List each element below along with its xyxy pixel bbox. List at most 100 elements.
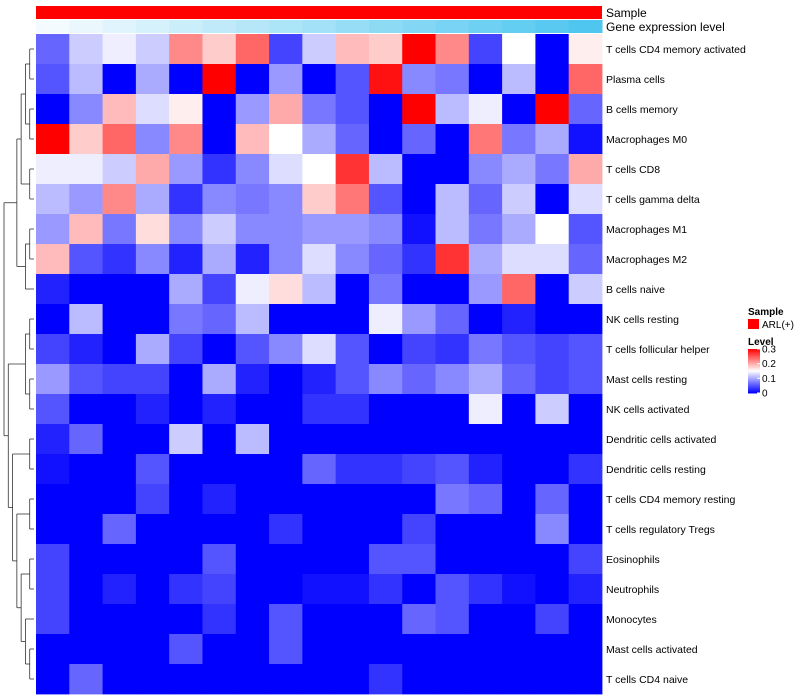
heatmap-cell	[135, 274, 170, 305]
sample-legend-label: ARL(+)	[762, 320, 794, 331]
heatmap-cell	[202, 634, 237, 665]
heatmap-cell	[335, 604, 370, 635]
sample-track-bar	[36, 6, 602, 19]
heatmap-cell	[335, 214, 370, 245]
heatmap-cell	[102, 154, 137, 185]
heatmap-cell	[502, 184, 536, 215]
heatmap-cell	[402, 364, 436, 395]
heatmap-cell	[435, 454, 470, 485]
heatmap-cell	[435, 484, 470, 515]
heatmap-cell	[36, 664, 70, 695]
heatmap-cell	[502, 424, 536, 455]
heatmap-cell	[568, 124, 603, 155]
heatmap-cell	[435, 214, 470, 245]
heatmap-cell	[568, 514, 603, 545]
heatmap-cell	[69, 424, 103, 455]
level-legend-gradient-step	[748, 355, 760, 358]
heatmap-cell	[335, 244, 370, 275]
heatmap-cell	[69, 154, 103, 185]
heatmap-cell	[102, 574, 137, 605]
heatmap-cell	[568, 34, 603, 65]
heatmap-cell	[36, 514, 70, 545]
level-legend-gradient-step	[748, 372, 760, 374]
heatmap-cell	[202, 34, 237, 65]
heatmap-cell	[269, 334, 303, 365]
heatmap-cell	[135, 214, 170, 245]
heatmap-cell	[102, 454, 137, 485]
heatmap-cell	[302, 454, 337, 485]
level-legend-gradient-step	[748, 369, 760, 372]
heatmap-cell	[368, 154, 403, 185]
heatmap-cell	[36, 274, 70, 305]
row-label: T cells follicular helper	[606, 344, 710, 356]
heatmap-cell	[335, 94, 370, 125]
heatmap-cell	[69, 64, 103, 95]
heatmap-cell	[269, 34, 303, 65]
heatmap-cell	[568, 64, 603, 95]
heatmap-cell	[102, 34, 137, 65]
heatmap-cell	[269, 64, 303, 95]
heatmap-cell	[302, 304, 337, 335]
heatmap-cell	[135, 64, 170, 95]
level-legend-gradient-step	[748, 356, 760, 359]
expression-track-cell	[335, 20, 370, 33]
heatmap-cell	[435, 154, 470, 185]
heatmap-cell	[568, 184, 603, 215]
heatmap-cell	[368, 274, 403, 305]
heatmap-cell	[202, 274, 237, 305]
heatmap-cell	[468, 424, 503, 455]
heatmap-cell	[568, 454, 603, 485]
heatmap-cell	[202, 244, 237, 275]
expression-track-cell	[269, 20, 303, 33]
expression-track-cell	[435, 20, 470, 33]
heatmap-cell	[102, 514, 137, 545]
heatmap-cell	[69, 634, 103, 665]
heatmap-cell	[535, 184, 570, 215]
sample-legend-swatch	[748, 319, 759, 329]
heatmap-cell	[335, 454, 370, 485]
level-legend-gradient-step	[748, 368, 760, 371]
heatmap-cell	[468, 484, 503, 515]
level-legend-gradient-step	[748, 351, 760, 353]
heatmap-cell	[335, 544, 370, 575]
heatmap-cell	[502, 634, 536, 665]
heatmap-cell	[468, 514, 503, 545]
heatmap-cell	[235, 394, 270, 425]
heatmap-cell	[235, 514, 270, 545]
heatmap-cell	[468, 304, 503, 335]
heatmap-cell	[435, 184, 470, 215]
heatmap-cell	[535, 214, 570, 245]
expression-track-cell	[235, 20, 270, 33]
heatmap-cell	[535, 394, 570, 425]
level-legend-gradient-step	[748, 357, 760, 360]
heatmap-cell	[402, 94, 436, 125]
heatmap-cell	[69, 334, 103, 365]
heatmap-cell	[502, 154, 536, 185]
heatmap-cell	[302, 364, 337, 395]
heatmap-cell	[102, 64, 137, 95]
heatmap-cell	[302, 664, 337, 695]
heatmap-cell	[202, 394, 237, 425]
heatmap-cell	[235, 454, 270, 485]
heatmap-cell	[502, 94, 536, 125]
heatmap-cell	[535, 484, 570, 515]
heatmap-cell	[335, 364, 370, 395]
heatmap-cell	[302, 394, 337, 425]
heatmap-cell	[36, 94, 70, 125]
expression-track-cell	[502, 20, 536, 33]
level-legend-gradient-step	[748, 390, 760, 393]
heatmap-cell	[335, 64, 370, 95]
heatmap-cell	[568, 394, 603, 425]
heatmap-cell	[568, 364, 603, 395]
heatmap-cell	[135, 34, 170, 65]
heatmap-cell	[36, 184, 70, 215]
heatmap-cell	[202, 484, 237, 515]
row-label: T cells regulatory Tregs	[606, 524, 715, 536]
heatmap-cell	[535, 664, 570, 695]
level-legend-gradient-step	[748, 367, 760, 370]
heatmap-cell	[69, 544, 103, 575]
heatmap-cell	[69, 454, 103, 485]
heatmap-cell	[69, 514, 103, 545]
heatmap-cell	[235, 214, 270, 245]
